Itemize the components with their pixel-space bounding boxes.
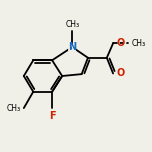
Text: O: O (116, 38, 124, 48)
Text: CH₃: CH₃ (3, 103, 21, 113)
Text: O: O (116, 37, 126, 50)
Text: CH₃: CH₃ (7, 104, 21, 113)
Text: CH₃: CH₃ (131, 38, 149, 48)
Text: N: N (68, 42, 76, 52)
Text: O: O (116, 67, 126, 80)
Text: O: O (116, 69, 124, 78)
Text: N: N (67, 41, 77, 54)
Text: CH₃: CH₃ (63, 19, 81, 29)
Text: CH₃: CH₃ (131, 39, 145, 48)
Text: CH₃: CH₃ (65, 20, 79, 29)
Text: F: F (49, 111, 55, 121)
Text: F: F (48, 111, 56, 124)
